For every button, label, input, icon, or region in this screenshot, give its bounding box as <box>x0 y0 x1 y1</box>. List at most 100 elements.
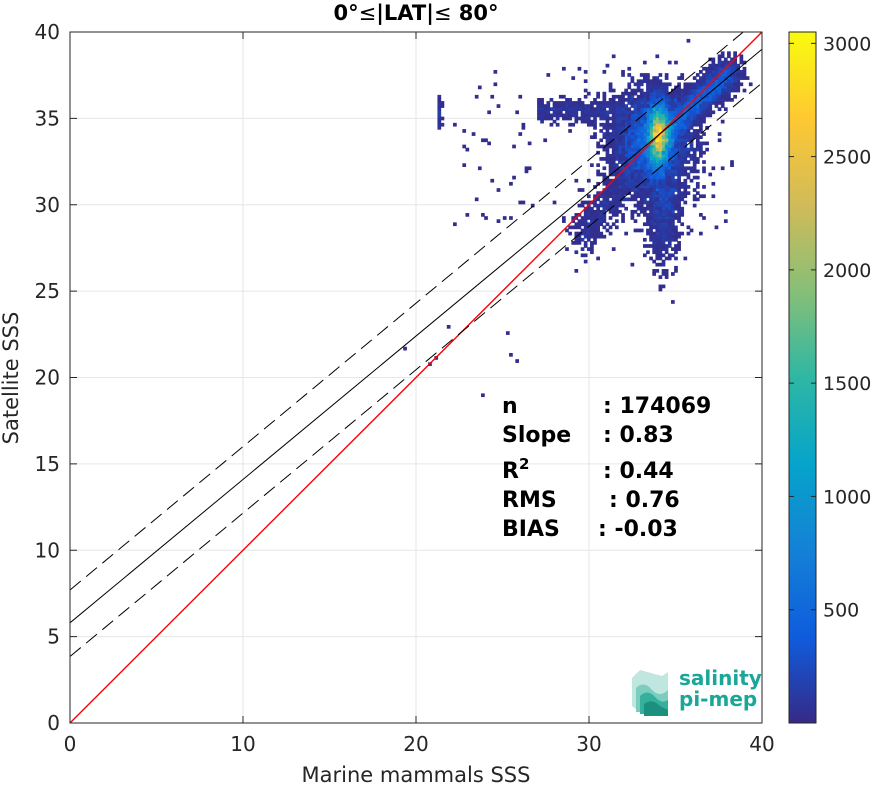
density-cell <box>596 163 600 167</box>
density-cell <box>674 113 678 118</box>
density-cell <box>661 284 666 289</box>
density-cell <box>649 169 653 174</box>
density-cell <box>661 135 666 140</box>
y-axis-title: Satellite SSS <box>0 312 23 445</box>
density-cell <box>695 82 700 87</box>
density-cell <box>608 157 613 161</box>
density-cell <box>624 157 629 161</box>
density-cell <box>655 166 660 171</box>
density-cell <box>661 157 666 161</box>
density-cell <box>630 129 635 133</box>
density-cell <box>633 97 638 102</box>
density-cell <box>714 63 719 68</box>
density-cell <box>683 169 688 174</box>
density-cell <box>671 122 675 127</box>
density-cell <box>633 119 638 124</box>
density-cell <box>655 241 660 245</box>
density-cell <box>671 132 675 136</box>
density-cell <box>602 101 607 105</box>
density-cell <box>680 125 685 130</box>
density-cell <box>621 132 625 136</box>
density-cell <box>642 104 647 108</box>
density-cell <box>608 188 613 192</box>
density-cell <box>611 197 616 202</box>
density-cell <box>658 147 663 152</box>
density-cell <box>630 104 635 108</box>
density-cell <box>702 160 706 164</box>
density-cell <box>692 104 697 108</box>
density-cell <box>583 116 588 121</box>
density-cell <box>664 110 669 115</box>
density-cell <box>599 157 604 161</box>
density-cell <box>611 88 616 93</box>
density-cell <box>633 144 638 149</box>
plot-title: 0°≤|LAT|≤ 80° <box>333 1 498 26</box>
density-cell <box>537 101 541 105</box>
density-cell <box>708 85 713 90</box>
density-cell <box>723 85 728 90</box>
density-cell <box>543 138 548 143</box>
density-cell <box>602 191 607 195</box>
density-cell <box>664 181 669 186</box>
density-cell <box>655 188 660 192</box>
density-cell <box>711 181 716 186</box>
density-cell <box>745 76 750 80</box>
density-cell <box>618 200 622 205</box>
density-cell <box>639 178 644 183</box>
density-cell <box>677 82 681 87</box>
y-tick-label: 0 <box>47 711 60 735</box>
density-cell <box>671 169 675 174</box>
density-cell <box>630 178 635 183</box>
density-cell <box>664 160 669 164</box>
density-cell <box>618 166 622 171</box>
density-cell <box>577 97 582 102</box>
density-cell <box>571 107 576 112</box>
density-cell <box>702 66 706 71</box>
density-cell <box>580 247 585 251</box>
density-cell <box>658 219 663 223</box>
density-cell <box>683 88 688 93</box>
density-cell <box>639 169 644 174</box>
density-cell <box>646 94 650 99</box>
density-cell <box>711 60 716 65</box>
density-cell <box>602 132 607 136</box>
density-cell <box>618 178 622 183</box>
density-cell <box>677 209 681 214</box>
density-cell <box>652 141 657 146</box>
density-cell <box>586 113 591 118</box>
density-cell <box>608 169 613 174</box>
density-cell <box>577 225 582 230</box>
density-cell <box>692 147 697 152</box>
density-cell <box>642 209 647 214</box>
density-cell <box>652 222 657 227</box>
density-cell <box>692 166 697 171</box>
density-cell <box>671 231 675 236</box>
density-cell <box>652 129 657 133</box>
density-cell <box>599 104 604 108</box>
density-cell <box>624 119 629 124</box>
density-cell <box>677 85 681 90</box>
density-cell <box>605 194 610 199</box>
density-cell <box>649 104 653 108</box>
density-cell <box>636 157 641 161</box>
density-cell <box>546 113 551 118</box>
density-cell <box>481 213 485 217</box>
density-cell <box>664 191 669 195</box>
stat-value: : -0.03 <box>598 517 678 542</box>
density-cell <box>677 94 681 99</box>
density-cell <box>658 197 663 202</box>
density-cell <box>633 113 638 118</box>
density-cell <box>677 135 681 140</box>
density-cell <box>593 116 597 121</box>
density-cell <box>655 225 660 230</box>
density-cell <box>593 231 597 236</box>
density-cell <box>664 234 669 239</box>
density-cell <box>611 132 616 136</box>
density-cell <box>733 63 737 68</box>
density-cell <box>540 119 544 124</box>
density-cell <box>593 185 597 189</box>
density-cell <box>677 194 681 199</box>
density-cell <box>702 150 706 155</box>
density-cell <box>577 241 582 245</box>
